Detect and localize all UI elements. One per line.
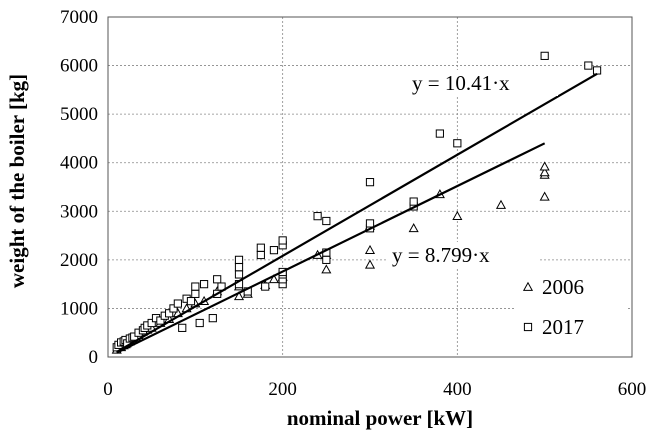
data-point-2006 — [364, 244, 376, 255]
data-point-2006 — [495, 199, 507, 209]
legend: 2006 2017 — [514, 268, 626, 346]
y-tick-labels: 0 1000 2000 3000 4000 5000 6000 7000 — [60, 7, 98, 368]
data-point-2017 — [208, 314, 217, 323]
data-point-2017 — [169, 304, 178, 313]
data-point-2017 — [213, 275, 222, 284]
data-point-2017 — [435, 129, 444, 138]
data-point-2017 — [592, 66, 602, 75]
data-point-2006 — [364, 259, 376, 269]
data-point-2017 — [278, 236, 287, 245]
data-point-2017 — [365, 219, 375, 228]
legend-label: 2006 — [542, 275, 584, 299]
legend-marker-2006 — [522, 281, 534, 291]
data-point-2017 — [186, 297, 196, 306]
trend-line-1 — [116, 72, 598, 353]
annotation-background — [388, 242, 538, 268]
legend-background — [514, 268, 626, 346]
data-point-2017 — [234, 255, 244, 264]
data-point-2017 — [191, 282, 200, 291]
x-tick-label: 400 — [443, 379, 472, 400]
data-point-2017 — [269, 246, 279, 255]
y-tick-label: 5000 — [60, 104, 98, 125]
data-point-2017 — [234, 270, 244, 279]
y-tick-label: 6000 — [60, 56, 98, 77]
data-point-2017 — [322, 216, 331, 226]
trend-equation-label: y = 10.41·x — [412, 71, 510, 95]
y-tick-label: 7000 — [60, 7, 98, 28]
annotation-background — [408, 70, 558, 96]
data-point-2017 — [261, 282, 270, 291]
y-tick-label: 1000 — [60, 298, 98, 319]
y-tick-label: 4000 — [60, 153, 98, 174]
data-point-2017 — [365, 178, 375, 187]
x-axis-title: nominal power [kW] — [287, 406, 473, 430]
x-tick-labels: 0 200 400 600 — [103, 379, 646, 400]
data-point-2017 — [584, 61, 593, 70]
data-point-2017 — [453, 139, 462, 148]
data-point-2017 — [165, 309, 174, 318]
trend-lines — [116, 72, 598, 354]
data-point-2017 — [156, 316, 165, 325]
data-point-2017 — [322, 255, 331, 264]
data-point-2017 — [178, 323, 187, 332]
data-points — [111, 51, 602, 354]
data-point-2006 — [539, 191, 550, 201]
trend-annotations: y = 10.41·x y = 8.799·x — [388, 70, 558, 268]
data-point-2017 — [256, 250, 265, 260]
y-tick-label: 0 — [89, 347, 99, 368]
x-tick-label: 0 — [103, 379, 113, 400]
data-point-2006 — [452, 210, 463, 221]
data-point-2017 — [191, 289, 200, 298]
plot-frame — [107, 16, 633, 358]
y-tick-label: 2000 — [60, 250, 98, 271]
data-point-2017 — [195, 318, 204, 328]
data-point-2006 — [233, 291, 245, 301]
legend-label: 2017 — [542, 315, 584, 339]
data-point-2017 — [234, 263, 244, 272]
x-tick-label: 200 — [268, 379, 297, 400]
data-point-2017 — [173, 299, 182, 308]
data-point-2006 — [268, 274, 279, 284]
legend-marker-2017 — [523, 322, 533, 332]
data-point-2017 — [147, 318, 156, 328]
trend-line-2 — [116, 142, 546, 354]
data-point-2006 — [408, 223, 419, 233]
data-point-2017 — [313, 212, 322, 221]
data-point-2006 — [539, 161, 550, 171]
x-tick-label: 600 — [618, 379, 647, 400]
data-point-2017 — [256, 243, 265, 252]
data-point-2017 — [199, 280, 209, 289]
data-point-2017 — [409, 197, 418, 206]
data-point-2006 — [539, 167, 550, 177]
y-axis-title: weight of the boiler [kg] — [5, 74, 29, 288]
y-tick-label: 3000 — [60, 201, 98, 222]
trend-equation-label: y = 8.799·x — [392, 243, 490, 267]
data-point-2006 — [321, 264, 332, 274]
data-point-2017 — [540, 51, 549, 60]
